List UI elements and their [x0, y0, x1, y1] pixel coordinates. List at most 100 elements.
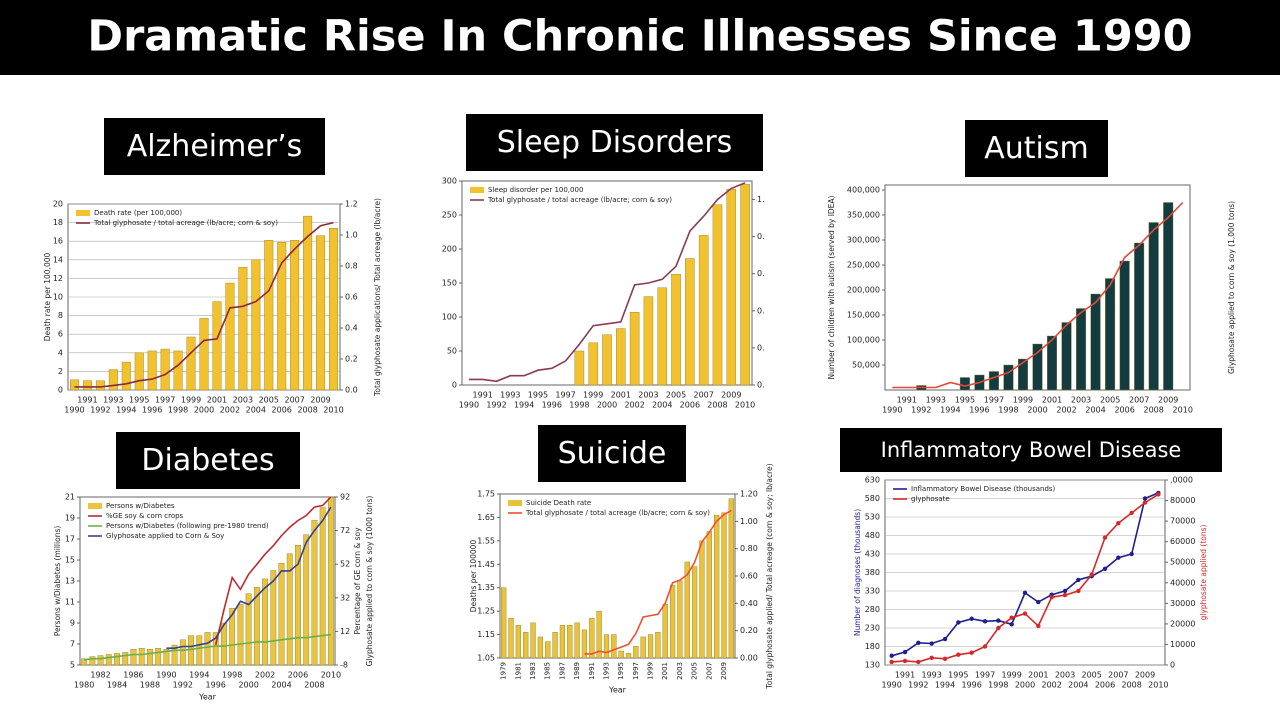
x-tick-label: 2008 — [1144, 406, 1164, 415]
point — [1049, 594, 1054, 600]
y2-axis-title: Percentage of GE corn & soy — [353, 527, 362, 635]
y2-tick-label: 0. — [757, 232, 765, 241]
y2-tick-label: ,0000 — [1170, 476, 1193, 485]
y2-tick-label: 1.00 — [740, 517, 758, 526]
y-tick-label: 300 — [442, 177, 457, 186]
point — [1089, 572, 1094, 577]
x-tick-label: 1994 — [116, 406, 136, 415]
bar — [130, 649, 137, 666]
y-tick-label: 380 — [865, 568, 880, 577]
x-tick-label: 2003 — [233, 396, 253, 405]
y-tick-label: 1.25 — [477, 607, 495, 616]
bar — [212, 301, 222, 391]
x-tick-label: 1992 — [173, 681, 193, 690]
x-tick-label: 2007 — [705, 662, 713, 680]
bar — [603, 634, 610, 659]
bar — [691, 566, 698, 659]
y2-tick-label: -8 — [340, 661, 348, 670]
point — [929, 641, 934, 646]
y2-axis-title: glyphosate applied (tons) — [1199, 524, 1208, 620]
x-tick-label: 1996 — [969, 406, 989, 415]
x-tick-label: 2003 — [1071, 396, 1091, 405]
y2-tick-label: 0.00 — [740, 654, 758, 663]
y2-tick-label: 40000 — [1170, 578, 1195, 587]
x-tick-label: 1997 — [632, 662, 640, 680]
x-tick-label: 1993 — [103, 396, 123, 405]
y2-tick-label: 1. — [757, 195, 765, 204]
x-tick-label: 1986 — [123, 671, 143, 680]
heading-box — [466, 114, 763, 171]
x-tick-label: 2001 — [1042, 396, 1062, 405]
y2-tick-label: 60000 — [1170, 537, 1195, 546]
bar — [1090, 293, 1101, 391]
bar — [501, 587, 507, 659]
x-tick-label: 2002 — [1056, 406, 1076, 415]
point — [889, 653, 894, 658]
bar — [262, 578, 268, 666]
y-tick-label: 9 — [70, 619, 75, 628]
y-tick-label: 350,000 — [847, 211, 880, 220]
bar — [251, 259, 261, 391]
bar — [726, 188, 737, 386]
bar — [515, 625, 521, 659]
x-tick-label: 1979 — [500, 662, 508, 680]
y-tick-label: 15 — [65, 556, 75, 565]
line — [892, 201, 1184, 389]
y2-axis-title: Glyphosate applied to corn & soy (1,000 … — [1227, 201, 1236, 374]
bar — [221, 622, 227, 666]
y-tick-label: 2 — [58, 367, 63, 376]
x-tick-label: 1993 — [500, 391, 520, 400]
point — [1142, 500, 1148, 505]
bar — [212, 632, 219, 666]
bar — [1003, 364, 1014, 391]
bar — [264, 240, 274, 391]
x-tick-label: 1990 — [156, 671, 176, 680]
bar — [138, 648, 145, 666]
bar — [82, 380, 92, 391]
x-tick-label: 2000 — [1015, 681, 1035, 690]
y2-tick-label: 52 — [340, 560, 350, 569]
legend-label: Total glyphosate / total acreage (lb/acr… — [525, 509, 710, 517]
x-tick-label: 1994 — [940, 406, 960, 415]
bar — [270, 570, 277, 666]
y-tick-label: 530 — [865, 513, 880, 522]
bar — [712, 204, 723, 386]
bar — [147, 649, 153, 666]
bar — [706, 531, 712, 659]
bar — [70, 379, 79, 391]
y-tick-label: 100,000 — [847, 336, 880, 345]
x-tick-label: 2006 — [1114, 406, 1134, 415]
y2-tick-label: 0.80 — [740, 544, 758, 553]
y-tick-label: 400,000 — [847, 186, 880, 195]
bar — [1061, 322, 1072, 391]
point — [1036, 599, 1041, 605]
x-tick-label: 2004 — [1085, 406, 1105, 415]
line — [584, 509, 732, 655]
y2-tick-label: 92 — [340, 493, 350, 502]
y-tick-label: 10 — [53, 293, 63, 302]
x-tick-label: 1990 — [882, 406, 902, 415]
point — [916, 640, 921, 645]
bar — [105, 654, 112, 666]
x-axis-title: Year — [198, 693, 217, 702]
x-tick-label: 2008 — [707, 401, 727, 410]
x-tick-label: 1995 — [129, 396, 149, 405]
y-tick-label: 300,000 — [847, 236, 880, 245]
bar — [97, 655, 104, 666]
legend-swatch — [88, 503, 102, 509]
bar — [537, 636, 544, 659]
legend-label: Sleep disorder per 100,000 — [488, 186, 583, 194]
y-tick-label: 1.75 — [477, 490, 495, 499]
x-tick-label: 2008 — [1121, 681, 1141, 690]
x-tick-label: 2001 — [611, 391, 631, 400]
x-tick-label: 2007 — [1108, 671, 1128, 680]
bar — [545, 641, 551, 659]
y-tick-label: 130 — [865, 661, 880, 670]
x-tick-label: 2000 — [597, 401, 617, 410]
bar — [698, 235, 709, 386]
bar — [559, 625, 566, 659]
x-tick-label: 1994 — [514, 401, 534, 410]
x-tick-label: 2005 — [666, 391, 686, 400]
bar — [108, 369, 118, 391]
point — [1116, 555, 1121, 560]
